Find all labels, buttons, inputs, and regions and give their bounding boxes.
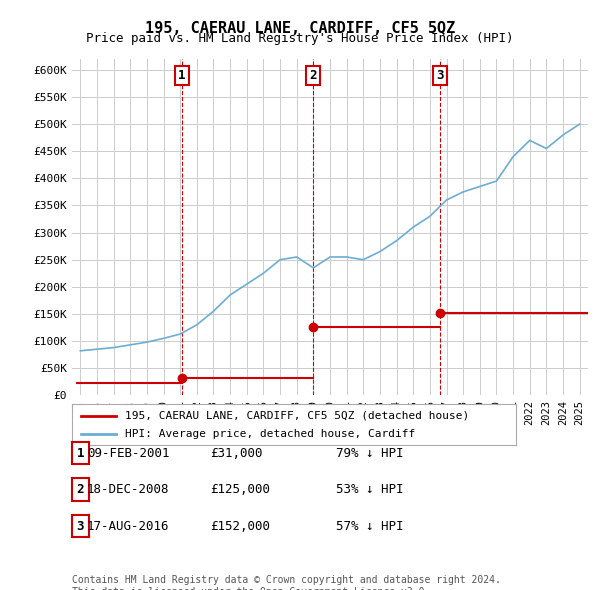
Text: £125,000: £125,000 [210, 483, 270, 496]
Text: 2: 2 [309, 69, 316, 82]
Text: £152,000: £152,000 [210, 520, 270, 533]
Text: 195, CAERAU LANE, CARDIFF, CF5 5QZ: 195, CAERAU LANE, CARDIFF, CF5 5QZ [145, 21, 455, 35]
Text: Contains HM Land Registry data © Crown copyright and database right 2024.
This d: Contains HM Land Registry data © Crown c… [72, 575, 501, 590]
Text: 57% ↓ HPI: 57% ↓ HPI [336, 520, 404, 533]
Text: HPI: Average price, detached house, Cardiff: HPI: Average price, detached house, Card… [125, 429, 416, 439]
Text: 1: 1 [77, 447, 84, 460]
Text: 2: 2 [77, 483, 84, 496]
Text: 53% ↓ HPI: 53% ↓ HPI [336, 483, 404, 496]
Text: 79% ↓ HPI: 79% ↓ HPI [336, 447, 404, 460]
Text: 195, CAERAU LANE, CARDIFF, CF5 5QZ (detached house): 195, CAERAU LANE, CARDIFF, CF5 5QZ (deta… [125, 411, 470, 421]
Text: 1: 1 [178, 69, 186, 82]
Text: 09-FEB-2001: 09-FEB-2001 [87, 447, 170, 460]
Text: Price paid vs. HM Land Registry's House Price Index (HPI): Price paid vs. HM Land Registry's House … [86, 32, 514, 45]
Text: 18-DEC-2008: 18-DEC-2008 [87, 483, 170, 496]
Text: 17-AUG-2016: 17-AUG-2016 [87, 520, 170, 533]
Text: 3: 3 [77, 520, 84, 533]
Text: £31,000: £31,000 [210, 447, 263, 460]
Text: 3: 3 [437, 69, 444, 82]
